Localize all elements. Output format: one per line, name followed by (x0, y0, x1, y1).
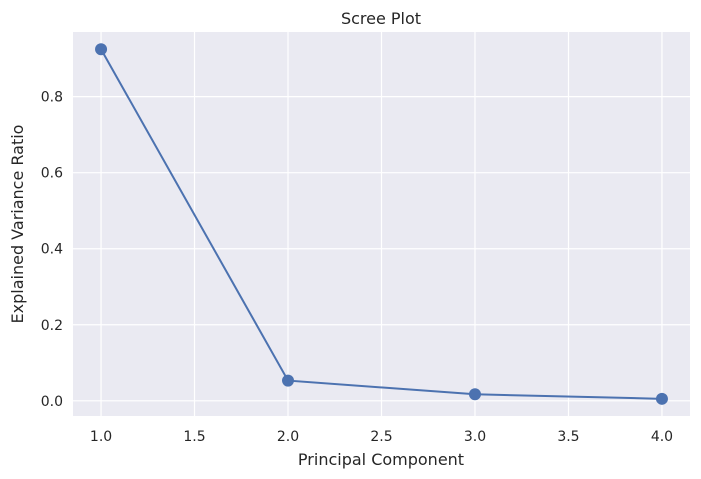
x-tick-label: 3.5 (557, 429, 579, 445)
y-tick-label: 0.0 (41, 394, 63, 410)
data-point (655, 392, 668, 405)
series-layer (95, 43, 668, 405)
series-line (100, 48, 662, 400)
chart-title: Scree Plot (341, 9, 421, 28)
data-point (468, 388, 481, 401)
grid-layer (73, 32, 690, 416)
data-point (95, 43, 108, 56)
x-axis-label: Principal Component (298, 450, 464, 469)
data-point (282, 374, 295, 387)
x-tick-label: 1.5 (183, 429, 205, 445)
y-tick-label: 0.6 (41, 166, 63, 182)
x-tick-label: 4.0 (651, 429, 673, 445)
x-tick-label: 2.0 (277, 429, 299, 445)
y-tick-label: 0.8 (41, 90, 63, 106)
x-tick-label: 3.0 (464, 429, 486, 445)
x-tick-label: 2.5 (370, 429, 392, 445)
tick-layer: 1.0 1.5 2.0 2.5 3.0 3.5 4.0 0.0 0.2 0.4 0.6 0.8 (41, 90, 673, 445)
y-axis-label: Explained Variance Ratio (8, 125, 27, 324)
y-tick-label: 0.2 (41, 318, 63, 334)
y-tick-label: 0.4 (41, 242, 63, 258)
x-tick-label: 1.0 (90, 429, 112, 445)
